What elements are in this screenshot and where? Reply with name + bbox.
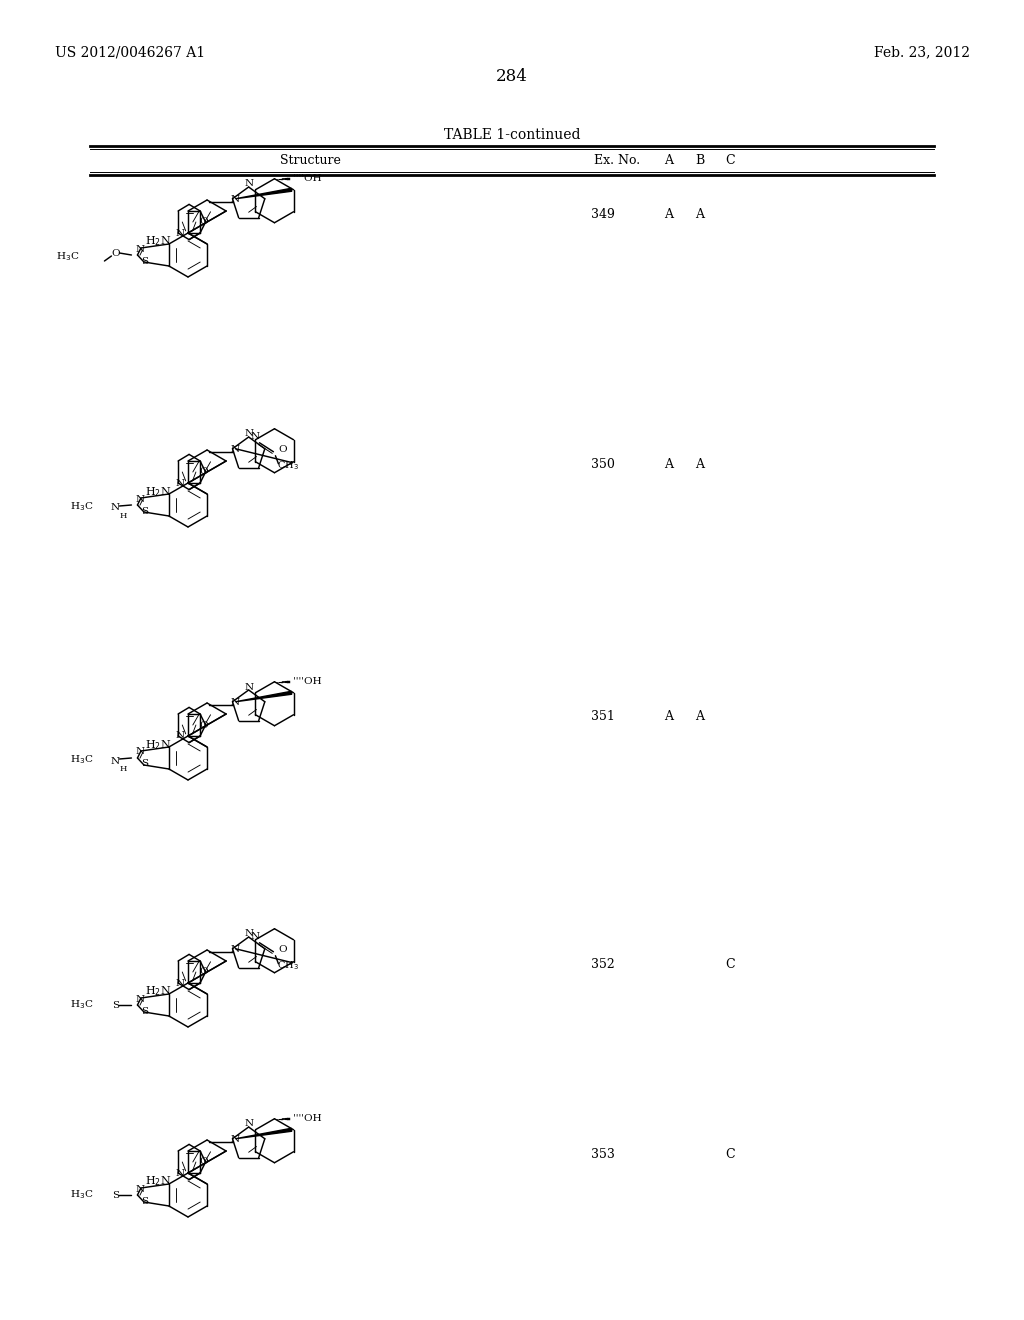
Text: O: O	[200, 968, 208, 977]
Text: 353: 353	[591, 1148, 614, 1162]
Text: O: O	[279, 945, 287, 954]
Text: O: O	[200, 467, 208, 477]
Text: S: S	[141, 759, 148, 768]
Text: H$_3$C: H$_3$C	[70, 1188, 93, 1201]
Text: N: N	[175, 731, 184, 741]
Text: Structure: Structure	[280, 153, 340, 166]
Text: A: A	[695, 458, 705, 471]
Text: H$_2$N: H$_2$N	[144, 985, 171, 998]
Text: N: N	[244, 929, 253, 939]
Polygon shape	[236, 1129, 292, 1139]
Text: N: N	[231, 698, 240, 708]
Text: A: A	[665, 153, 674, 166]
Text: N: N	[244, 180, 253, 189]
Text: N: N	[244, 429, 253, 438]
Text: US 2012/0046267 A1: US 2012/0046267 A1	[55, 45, 205, 59]
Text: S: S	[141, 1006, 148, 1015]
Text: 284: 284	[496, 69, 528, 84]
Text: B: B	[695, 153, 705, 166]
Text: N: N	[135, 1184, 144, 1193]
Text: O: O	[200, 218, 208, 227]
Text: S: S	[112, 1002, 119, 1011]
Text: ''''OH: ''''OH	[294, 677, 323, 686]
Text: 352: 352	[591, 958, 614, 972]
Polygon shape	[236, 189, 292, 199]
Text: N: N	[111, 503, 120, 512]
Text: ''''OH: ''''OH	[294, 174, 323, 183]
Text: H: H	[120, 766, 127, 774]
Text: H$_3$C: H$_3$C	[70, 500, 93, 513]
Text: 351: 351	[591, 710, 614, 723]
Text: H: H	[120, 512, 127, 520]
Text: C: C	[725, 153, 735, 166]
Text: N: N	[175, 1168, 184, 1177]
Text: S: S	[141, 256, 148, 265]
Text: O: O	[112, 249, 120, 259]
Text: N: N	[231, 445, 240, 454]
Text: H$_3$C: H$_3$C	[70, 754, 93, 767]
Text: N: N	[135, 495, 144, 503]
Text: N: N	[231, 1135, 240, 1144]
Text: Feb. 23, 2012: Feb. 23, 2012	[874, 45, 970, 59]
Text: A: A	[695, 710, 705, 723]
Text: N: N	[231, 945, 240, 954]
Text: C: C	[725, 1148, 735, 1162]
Text: O: O	[279, 445, 287, 454]
Text: N: N	[111, 756, 120, 766]
Text: N: N	[135, 747, 144, 756]
Text: A: A	[665, 710, 674, 723]
Text: A: A	[695, 209, 705, 220]
Text: N: N	[251, 932, 260, 941]
Text: N: N	[135, 994, 144, 1003]
Text: C: C	[725, 958, 735, 972]
Text: N: N	[175, 479, 184, 487]
Polygon shape	[236, 692, 292, 702]
Text: N: N	[244, 682, 253, 692]
Text: N: N	[175, 228, 184, 238]
Text: S: S	[141, 1196, 148, 1205]
Text: A: A	[665, 458, 674, 471]
Text: N: N	[244, 1119, 253, 1129]
Text: N: N	[251, 432, 260, 441]
Text: O: O	[200, 1158, 208, 1167]
Text: TABLE 1-continued: TABLE 1-continued	[443, 128, 581, 143]
Text: H$_2$N: H$_2$N	[144, 235, 171, 248]
Text: A: A	[665, 209, 674, 220]
Text: CH$_3$: CH$_3$	[278, 459, 299, 473]
Text: 350: 350	[591, 458, 614, 471]
Text: CH$_3$: CH$_3$	[278, 960, 299, 972]
Text: H$_2$N: H$_2$N	[144, 1175, 171, 1188]
Text: H$_2$N: H$_2$N	[144, 484, 171, 499]
Text: S: S	[112, 1192, 119, 1200]
Text: ''''OH: ''''OH	[294, 1114, 323, 1123]
Text: H$_3$C: H$_3$C	[56, 251, 80, 264]
Text: N: N	[175, 978, 184, 987]
Text: 349: 349	[591, 209, 614, 220]
Text: S: S	[141, 507, 148, 516]
Text: N: N	[231, 195, 240, 205]
Text: O: O	[200, 721, 208, 730]
Text: H$_3$C: H$_3$C	[70, 999, 93, 1011]
Text: H$_2$N: H$_2$N	[144, 738, 171, 751]
Text: N: N	[135, 244, 144, 253]
Text: Ex. No.: Ex. No.	[594, 153, 640, 166]
